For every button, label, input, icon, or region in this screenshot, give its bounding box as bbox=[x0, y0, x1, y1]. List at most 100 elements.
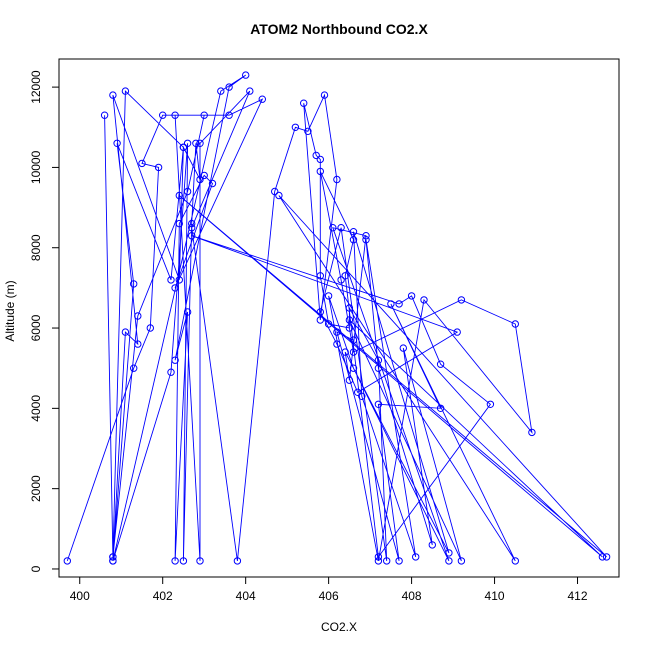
data-point bbox=[171, 557, 179, 565]
data-point bbox=[374, 356, 383, 364]
data-point bbox=[121, 328, 130, 336]
data-point bbox=[457, 296, 466, 304]
data-point bbox=[208, 179, 217, 188]
data-point bbox=[453, 328, 461, 336]
data-point bbox=[395, 300, 403, 308]
data-point bbox=[374, 400, 383, 408]
x-tick-label: 410 bbox=[485, 589, 505, 603]
axes: 400 402 404 406 408 410 412 0 2000 4000 6000 8000 10… bbox=[29, 70, 588, 603]
data-point bbox=[395, 557, 403, 565]
data-point bbox=[345, 316, 354, 324]
data-point bbox=[183, 187, 192, 196]
data-point bbox=[258, 95, 266, 103]
data-point bbox=[374, 557, 383, 565]
data-point bbox=[362, 232, 370, 240]
y-tick-label: 8000 bbox=[29, 234, 43, 261]
data-point bbox=[333, 340, 341, 348]
y-tick-label: 12000 bbox=[29, 70, 43, 104]
data-point bbox=[113, 139, 121, 148]
data-point bbox=[333, 175, 341, 184]
data-point bbox=[175, 276, 184, 284]
data-point bbox=[312, 151, 320, 160]
data-point bbox=[320, 91, 329, 99]
data-point bbox=[188, 232, 196, 240]
data-point bbox=[436, 404, 445, 412]
data-point bbox=[192, 139, 200, 148]
data-point bbox=[345, 304, 354, 312]
y-tick-label: 0 bbox=[29, 565, 43, 572]
data-point bbox=[528, 428, 536, 437]
data-point bbox=[300, 99, 308, 107]
data-point bbox=[333, 328, 341, 336]
data-point bbox=[225, 83, 233, 91]
data-point bbox=[329, 224, 337, 232]
data-point bbox=[316, 272, 324, 280]
data-point bbox=[188, 224, 196, 232]
series-layer bbox=[63, 71, 611, 565]
data-point bbox=[362, 236, 370, 244]
data-point bbox=[511, 320, 519, 328]
y-tick-label: 4000 bbox=[29, 395, 43, 422]
data-point bbox=[428, 541, 436, 549]
data-point bbox=[445, 549, 453, 557]
data-point bbox=[200, 111, 208, 119]
data-point bbox=[324, 320, 333, 328]
data-point bbox=[179, 143, 188, 152]
x-tick-label: 406 bbox=[319, 589, 339, 603]
data-point bbox=[175, 191, 184, 200]
y-tick-label: 2000 bbox=[29, 475, 43, 502]
data-point bbox=[436, 360, 445, 368]
data-point bbox=[358, 392, 366, 400]
chart-title: ATOM2 Northbound CO2.X bbox=[250, 21, 428, 37]
data-point bbox=[271, 187, 279, 196]
x-tick-label: 412 bbox=[568, 589, 588, 603]
data-point bbox=[354, 388, 362, 396]
data-point bbox=[387, 300, 395, 308]
data-point bbox=[341, 272, 349, 280]
data-point bbox=[399, 344, 407, 352]
data-point bbox=[188, 219, 196, 228]
data-point bbox=[420, 296, 428, 304]
y-tick-label: 6000 bbox=[29, 314, 43, 341]
data-point bbox=[341, 348, 349, 356]
data-point bbox=[602, 553, 611, 561]
data-point bbox=[486, 400, 495, 408]
data-point bbox=[100, 111, 109, 119]
data-point bbox=[196, 557, 204, 565]
data-point bbox=[159, 111, 167, 119]
data-point bbox=[154, 163, 163, 172]
data-point bbox=[196, 175, 204, 184]
data-point bbox=[291, 123, 300, 132]
data-point bbox=[316, 167, 324, 176]
data-point bbox=[200, 171, 208, 180]
data-point bbox=[316, 155, 324, 164]
data-point bbox=[445, 557, 453, 565]
y-axis-label: Altitude (m) bbox=[3, 280, 17, 341]
data-point bbox=[316, 308, 324, 316]
data-point bbox=[349, 228, 358, 236]
data-point bbox=[167, 368, 175, 376]
data-point bbox=[196, 139, 204, 148]
x-tick-label: 400 bbox=[70, 589, 90, 603]
data-point bbox=[171, 111, 179, 119]
data-point bbox=[217, 87, 225, 95]
data-point bbox=[134, 312, 142, 320]
data-point bbox=[233, 557, 242, 565]
y-tick-label: 10000 bbox=[29, 150, 43, 184]
data-point bbox=[324, 292, 333, 300]
data-point bbox=[109, 91, 117, 99]
data-point bbox=[412, 553, 420, 561]
data-point bbox=[63, 557, 72, 565]
data-point bbox=[130, 364, 138, 372]
data-point bbox=[337, 224, 345, 232]
data-point bbox=[109, 557, 117, 565]
data-point bbox=[109, 553, 117, 561]
data-point bbox=[171, 284, 179, 292]
data-point bbox=[304, 127, 312, 136]
x-tick-label: 402 bbox=[153, 589, 173, 603]
data-point bbox=[138, 159, 146, 168]
data-point bbox=[511, 557, 519, 565]
data-point bbox=[598, 553, 607, 561]
data-point bbox=[179, 557, 188, 565]
data-point bbox=[374, 553, 383, 561]
